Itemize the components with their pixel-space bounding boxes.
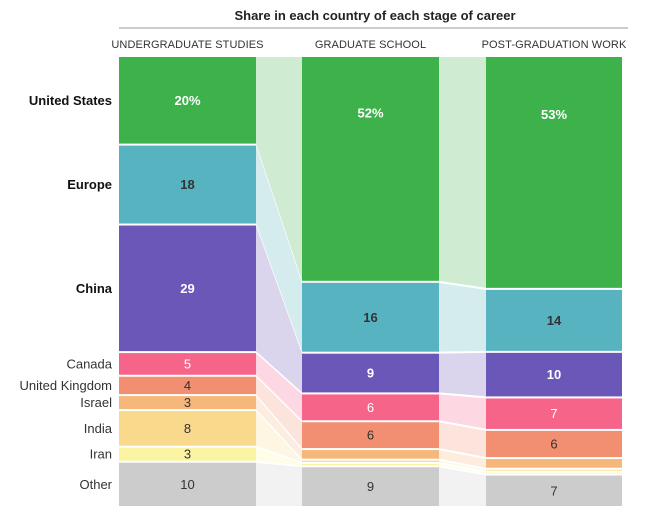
flow-united-kingdom-2 [439, 422, 486, 458]
segment-canada-graduate-school [302, 394, 439, 421]
value-label-united-kingdom-graduate-school: 6 [367, 428, 374, 443]
row-label-united-states: United States [29, 93, 112, 108]
flow-iran-2 [439, 463, 486, 474]
value-label-united-states-post-graduation-work: 53% [541, 107, 567, 122]
segment-israel-graduate-school [302, 450, 439, 459]
value-label-israel-undergraduate-studies: 3 [184, 395, 191, 410]
segment-india-undergraduate-studies [119, 411, 256, 446]
row-label-europe: Europe [67, 177, 112, 192]
segment-europe-graduate-school [302, 282, 439, 352]
segment-iran-undergraduate-studies [119, 447, 256, 461]
segment-europe-post-graduation-work [486, 289, 622, 351]
value-label-china-undergraduate-studies: 29 [180, 281, 194, 296]
segment-canada-undergraduate-studies [119, 353, 256, 375]
value-label-europe-post-graduation-work: 14 [547, 313, 562, 328]
value-label-other-post-graduation-work: 7 [550, 483, 557, 498]
flow-other-1 [256, 462, 302, 506]
value-label-europe-graduate-school: 16 [363, 310, 377, 325]
segment-china-undergraduate-studies [119, 225, 256, 352]
flow-united-states-1 [256, 57, 302, 281]
flow-united-states-2 [439, 57, 486, 288]
segment-china-graduate-school [302, 353, 439, 393]
flow-israel-2 [439, 450, 486, 468]
flow-israel-1 [256, 396, 302, 459]
value-label-india-undergraduate-studies: 8 [184, 421, 191, 436]
segment-israel-undergraduate-studies [119, 396, 256, 410]
value-label-united-states-undergraduate-studies: 20% [174, 93, 200, 108]
row-label-china: China [76, 281, 113, 296]
row-label-iran: Iran [90, 447, 112, 462]
flow-canada-2 [439, 394, 486, 429]
segment-united-kingdom-graduate-school [302, 422, 439, 449]
segment-united-kingdom-post-graduation-work [486, 430, 622, 458]
row-label-canada: Canada [66, 356, 112, 371]
value-label-united-kingdom-undergraduate-studies: 4 [184, 378, 191, 393]
row-label-india: India [84, 421, 113, 436]
value-label-other-graduate-school: 9 [367, 479, 374, 494]
segment-canada-post-graduation-work [486, 398, 622, 429]
segment-iran-post-graduation-work [486, 472, 622, 474]
stage-header-graduate-school: GRADUATE SCHOOL [315, 39, 426, 51]
value-label-canada-post-graduation-work: 7 [550, 406, 557, 421]
segment-united-states-post-graduation-work [486, 57, 622, 288]
chart-title: Share in each country of each stage of c… [234, 8, 515, 23]
row-label-other: Other [79, 477, 112, 492]
segment-other-graduate-school [302, 467, 439, 506]
segment-united-states-undergraduate-studies [119, 57, 256, 144]
value-label-europe-undergraduate-studies: 18 [180, 177, 194, 192]
flow-india-2 [439, 460, 486, 471]
flow-europe-1 [256, 145, 302, 352]
value-label-united-kingdom-post-graduation-work: 6 [550, 436, 557, 451]
stage-header-post-graduation-work: POST-GRADUATION WORK [482, 39, 627, 51]
segment-other-post-graduation-work [486, 475, 622, 506]
segment-iran-graduate-school [302, 463, 439, 466]
flows [256, 57, 486, 506]
segment-china-post-graduation-work [486, 352, 622, 397]
flow-other-2 [439, 467, 486, 506]
value-label-china-post-graduation-work: 10 [547, 367, 561, 382]
row-label-united-kingdom: United Kingdom [20, 378, 113, 393]
segment-united-kingdom-undergraduate-studies [119, 376, 256, 395]
value-label-china-graduate-school: 9 [367, 366, 374, 381]
segment-united-states-graduate-school [302, 57, 439, 281]
flow-india-1 [256, 411, 302, 462]
value-label-canada-graduate-school: 6 [367, 400, 374, 415]
value-label-united-states-graduate-school: 52% [357, 105, 383, 120]
segment-india-post-graduation-work [486, 469, 622, 471]
segment-other-undergraduate-studies [119, 462, 256, 506]
flow-iran-1 [256, 447, 302, 466]
flow-europe-2 [439, 282, 486, 352]
value-label-iran-undergraduate-studies: 3 [184, 447, 191, 462]
flow-china-1 [256, 225, 302, 393]
segment-israel-post-graduation-work [486, 459, 622, 468]
row-label-israel: Israel [80, 395, 112, 410]
flow-china-2 [439, 352, 486, 397]
flow-united-kingdom-1 [256, 376, 302, 449]
stage-header-undergraduate-studies: UNDERGRADUATE STUDIES [111, 39, 263, 51]
value-label-canada-undergraduate-studies: 5 [184, 356, 191, 371]
flow-canada-1 [256, 353, 302, 421]
segment-europe-undergraduate-studies [119, 145, 256, 224]
segment-india-graduate-school [302, 460, 439, 462]
value-label-other-undergraduate-studies: 10 [180, 477, 194, 492]
